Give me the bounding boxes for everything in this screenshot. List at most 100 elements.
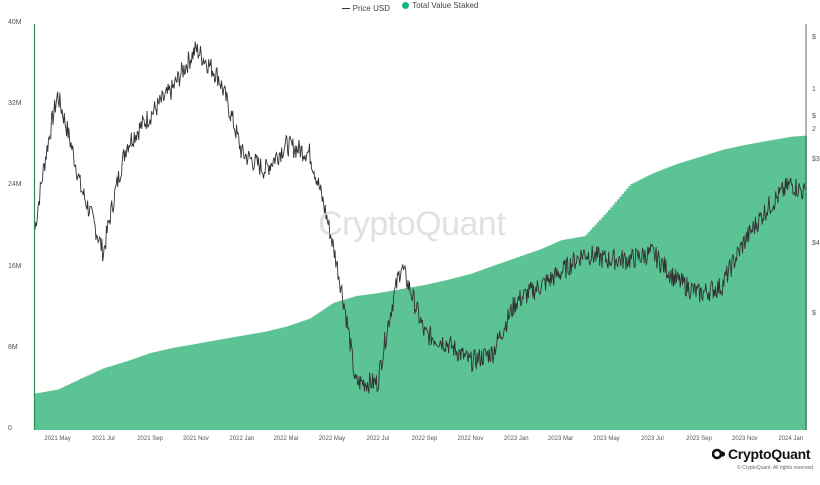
staked-bar	[738, 146, 742, 430]
legend-price[interactable]: Price USD	[341, 4, 390, 13]
staked-bar	[729, 148, 733, 430]
staked-bar	[213, 340, 216, 430]
staked-bar	[623, 191, 627, 430]
staked-bar	[732, 147, 735, 430]
staked-bar	[513, 258, 516, 430]
staked-bar	[84, 376, 88, 430]
y-left-tick-label: 32M	[8, 100, 22, 108]
x-tick-label: 2023 Sep	[686, 436, 712, 442]
staked-bar	[725, 149, 728, 431]
staked-bar	[391, 290, 395, 430]
staked-bar	[768, 140, 771, 430]
staked-bar	[170, 348, 174, 430]
staked-bar	[53, 390, 56, 430]
staked-bar	[314, 314, 318, 430]
staked-bar	[179, 346, 183, 430]
staked-bar	[389, 291, 392, 430]
staked-bar	[592, 227, 595, 430]
staked-bar	[238, 336, 241, 430]
y-right-tick-label: $	[812, 113, 816, 120]
x-tick-label: 2023 May	[593, 436, 620, 442]
staked-bar	[109, 366, 113, 430]
staked-bar	[580, 236, 584, 430]
staked-bar	[486, 268, 489, 430]
legend-staked-label: Total Value Staked	[412, 1, 479, 10]
staked-bar	[583, 236, 586, 430]
staked-bar	[371, 293, 374, 430]
staked-bar	[772, 139, 776, 430]
staked-bar	[163, 349, 167, 430]
staked-bar	[443, 280, 446, 430]
staked-bar	[551, 244, 555, 430]
staked-bar	[641, 178, 645, 430]
staked-bar	[659, 170, 663, 430]
staked-bar	[644, 177, 647, 430]
x-tick-label: 2022 Jul	[366, 436, 390, 442]
staked-bar	[224, 338, 228, 430]
staked-bar	[298, 322, 302, 430]
y-left-tick-label: 16M	[8, 262, 22, 270]
staked-bar	[441, 281, 444, 430]
staked-bar	[786, 137, 789, 430]
staked-bar	[677, 163, 681, 430]
staked-bar	[409, 287, 413, 430]
staked-bar	[274, 329, 277, 430]
staked-bar	[323, 308, 327, 430]
staked-bar	[258, 332, 261, 430]
staked-bar	[143, 355, 146, 430]
staked-bar	[804, 135, 807, 430]
staked-bar	[553, 243, 557, 430]
staked-bar	[120, 362, 124, 430]
staked-bar	[271, 329, 275, 430]
staked-bar	[57, 389, 61, 430]
staked-bar	[147, 353, 151, 430]
staked-bar	[289, 325, 293, 430]
cryptoquant-logo-icon	[712, 448, 726, 460]
staked-bar	[195, 343, 198, 430]
staked-bar	[292, 324, 295, 430]
staked-bar	[368, 294, 372, 430]
staked-bar	[260, 332, 264, 430]
staked-bar	[215, 340, 219, 430]
staked-bar	[637, 180, 640, 430]
staked-bar	[497, 264, 501, 430]
staked-bar	[531, 252, 534, 430]
staked-bar	[445, 280, 449, 430]
staked-bar	[127, 360, 131, 430]
staked-bar	[522, 255, 525, 430]
staked-bar	[192, 344, 196, 430]
staked-bar	[747, 144, 751, 431]
staked-bar	[235, 336, 239, 430]
staked-bar	[386, 291, 390, 430]
staked-bar	[628, 186, 631, 430]
staked-bar	[790, 136, 794, 430]
staked-bar	[183, 345, 187, 430]
staked-bar	[301, 321, 304, 430]
staked-bar	[353, 296, 356, 430]
x-tick-label: 2021 Jul	[92, 436, 115, 442]
chart-legend: Price USD Total Value Staked	[0, 1, 820, 13]
staked-bar	[529, 253, 532, 430]
line-swatch-icon	[341, 8, 350, 9]
staked-bar	[204, 342, 207, 430]
staked-bar	[407, 287, 410, 430]
staked-bar	[567, 239, 571, 430]
staked-bar	[168, 348, 171, 430]
copyright-text: © CryptoQuant. All rights reserved.	[737, 465, 815, 471]
staked-bar	[610, 207, 613, 430]
staked-bar	[77, 379, 81, 430]
staked-bar	[756, 142, 760, 430]
staked-bar	[208, 341, 212, 430]
staked-bar	[653, 172, 656, 430]
staked-bar	[777, 139, 780, 430]
y-right-tick-label: 2	[812, 126, 816, 133]
legend-staked[interactable]: Total Value Staked	[402, 1, 478, 10]
staked-bar	[310, 317, 313, 430]
staked-bar	[91, 373, 95, 430]
staked-bar	[339, 300, 343, 430]
staked-bar	[675, 164, 679, 430]
staked-bar	[736, 146, 740, 430]
staked-bar	[64, 386, 67, 430]
staked-bar	[71, 382, 74, 430]
